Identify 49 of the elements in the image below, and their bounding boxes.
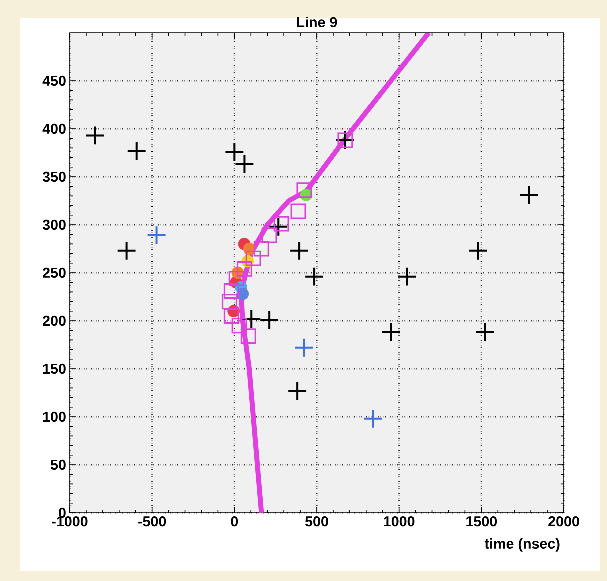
x-tick-label: 500 (305, 516, 328, 527)
point (254, 241, 270, 257)
point (240, 328, 256, 344)
point (294, 338, 314, 358)
point (222, 294, 238, 310)
point (381, 322, 402, 342)
point (262, 228, 278, 244)
point (236, 261, 252, 277)
point (296, 182, 312, 198)
y-tick-label: 150 (43, 364, 66, 374)
chart-title: Line 9 (297, 16, 338, 28)
point (224, 283, 240, 300)
point (290, 240, 310, 261)
point (274, 216, 290, 232)
point (304, 266, 324, 287)
point (290, 204, 306, 220)
y-tick-label: 350 (42, 172, 66, 182)
point (232, 318, 248, 334)
x-tick-label: 1500 (466, 516, 498, 527)
point (475, 322, 496, 342)
point (363, 408, 384, 429)
point (228, 270, 244, 287)
y-tick-label: 300 (42, 220, 66, 230)
point (519, 185, 540, 206)
x-tick-label: 2000 (548, 516, 580, 527)
point (288, 381, 308, 402)
y-tick-label: 50 (50, 460, 66, 470)
point (268, 216, 289, 237)
point (146, 226, 167, 246)
y-tick-label: 400 (42, 124, 66, 134)
y-tick-label: 450 (42, 76, 66, 86)
point (246, 250, 262, 266)
y-tick-label: 250 (43, 268, 66, 278)
point (260, 310, 280, 330)
x-tick-label: -500 (138, 516, 166, 527)
y-tick-label: 0 (59, 508, 66, 518)
x-axis-title: time (nsec) (484, 538, 560, 552)
point (397, 266, 418, 287)
y-tick-label: 200 (43, 316, 66, 326)
x-tick-label: -1000 (52, 516, 88, 527)
point (116, 240, 137, 261)
y-tick-label: 100 (43, 412, 66, 422)
point (242, 309, 262, 330)
point (126, 141, 147, 162)
point (224, 308, 240, 324)
point (468, 240, 488, 261)
x-tick-label: 0 (231, 516, 238, 527)
point (85, 126, 105, 146)
x-tick-label: 1000 (384, 516, 415, 527)
